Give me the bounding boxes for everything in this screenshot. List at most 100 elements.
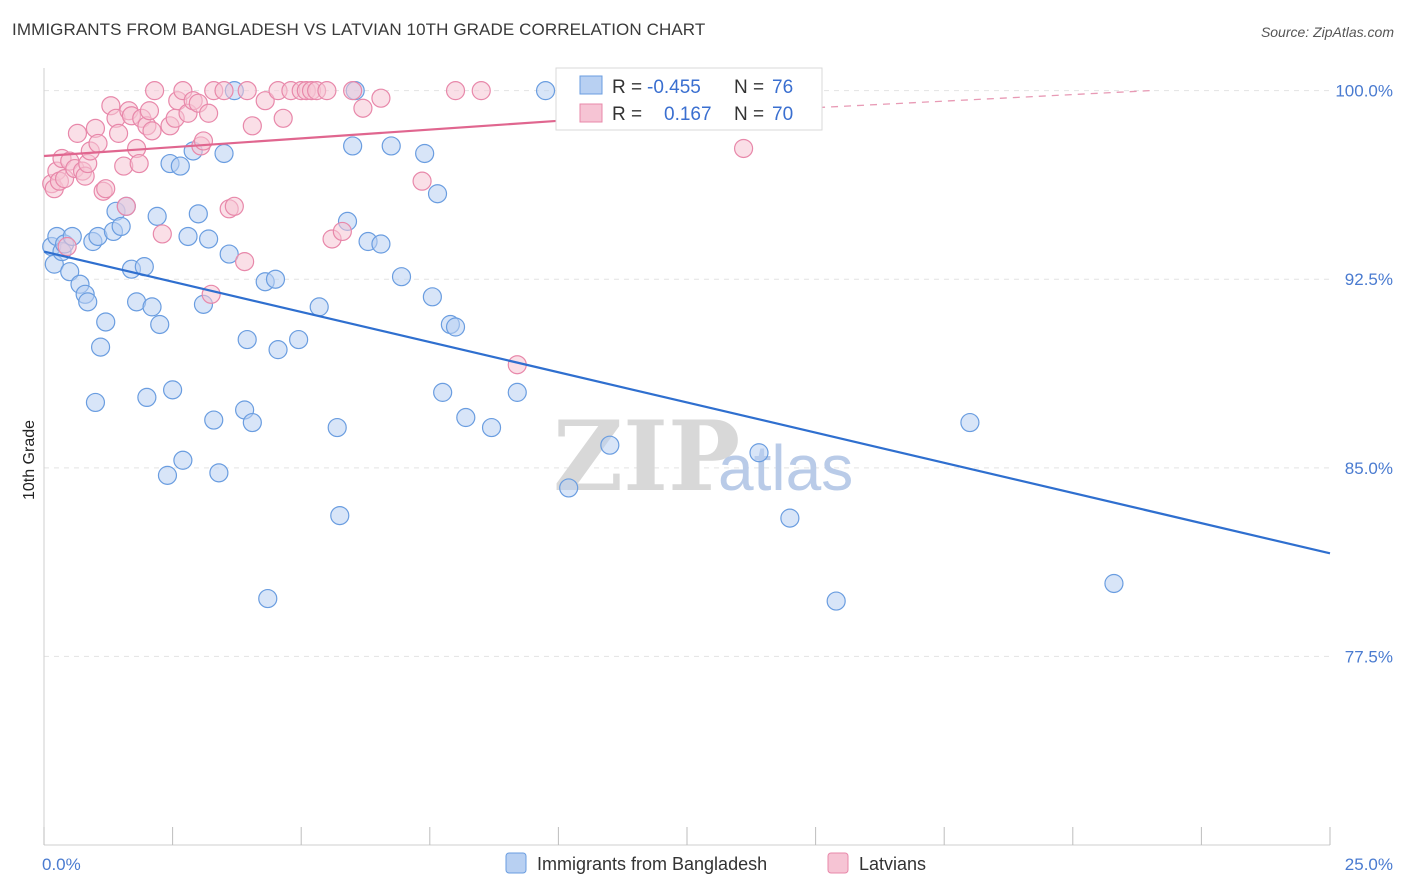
y-tick-label-0: 100.0% (1335, 82, 1393, 101)
point-bangladesh-49 (309, 297, 329, 317)
point-latvians-9 (67, 123, 88, 143)
point-latvians-41 (193, 131, 214, 151)
point-latvians-69 (733, 138, 754, 159)
point-bangladesh-69 (559, 478, 579, 498)
point-bangladesh-43 (242, 412, 262, 433)
point-latvians-26 (129, 153, 149, 174)
legend-swatch-bangladesh (579, 75, 603, 95)
stats-legend: R = -0.455 N = 76 R = 0.167 N = 70 (555, 67, 823, 131)
source-label: Source: ZipAtlas.com (1260, 24, 1394, 40)
axes (43, 68, 1331, 846)
point-bangladesh-57 (381, 136, 401, 156)
point-bangladesh-62 (433, 382, 453, 402)
bottom-legend-swatch-latvians (827, 852, 849, 874)
point-bangladesh-38 (214, 143, 234, 164)
bottom-legend-label-bangladesh: Immigrants from Bangladesh (537, 854, 767, 874)
grid-lines (44, 90, 1330, 657)
point-latvians-62 (343, 81, 363, 101)
point-bangladesh-64 (445, 317, 466, 337)
legend-n-value-latvians: 70 (772, 104, 793, 125)
point-latvians-22 (116, 196, 136, 216)
point-bangladesh-30 (173, 450, 193, 470)
bottom-legend-label-latvians: Latvians (859, 854, 926, 874)
point-bangladesh-56 (371, 234, 391, 254)
point-bangladesh-75 (1104, 573, 1124, 594)
point-bangladesh-24 (147, 206, 167, 226)
x-tick-labels: 0.0% 25.0% (42, 855, 1393, 874)
point-latvians-6 (57, 236, 77, 257)
point-bangladesh-60 (422, 287, 442, 307)
point-latvians-32 (152, 224, 172, 244)
point-latvians-43 (201, 284, 221, 304)
data-points (42, 81, 1124, 611)
point-bangladesh-13 (96, 312, 116, 332)
legend-r-label-2: R = (612, 104, 642, 125)
point-latvians-51 (255, 91, 275, 111)
point-bangladesh-65 (456, 407, 476, 428)
legend-r-label-1: R = (612, 77, 642, 98)
point-bangladesh-53 (343, 136, 363, 156)
point-bangladesh-70 (600, 435, 620, 455)
point-bangladesh-59 (415, 143, 435, 164)
point-bangladesh-45 (258, 588, 278, 609)
legend-n-value-bangladesh: 76 (772, 77, 793, 98)
point-bangladesh-25 (150, 314, 170, 335)
point-latvians-67 (471, 81, 491, 101)
point-bangladesh-26 (157, 465, 178, 485)
point-bangladesh-66 (481, 417, 502, 438)
trend-lines (43, 89, 1331, 555)
point-latvians-66 (445, 81, 466, 101)
legend-swatch-latvians (579, 103, 603, 123)
point-bangladesh-28 (163, 380, 183, 400)
y-tick-labels: 100.0% 92.5% 85.0% 77.5% (1335, 82, 1393, 667)
y-tick-label-2: 85.0% (1345, 459, 1393, 478)
point-latvians-61 (332, 221, 352, 242)
point-bangladesh-29 (170, 156, 190, 176)
point-bangladesh-50 (327, 417, 347, 438)
bottom-legend-swatch-bangladesh (505, 852, 527, 874)
y-axis-label: 10th Grade (21, 420, 38, 500)
x-tick-label-0: 0.0% (42, 855, 81, 874)
point-latvians-30 (142, 121, 162, 141)
point-bangladesh-22 (137, 387, 157, 408)
point-bangladesh-36 (204, 410, 224, 430)
point-bangladesh-58 (391, 267, 412, 287)
watermark-zip: ZIP (553, 400, 740, 513)
point-bangladesh-37 (209, 463, 229, 483)
point-bangladesh-31 (178, 226, 198, 247)
point-bangladesh-5 (60, 262, 80, 282)
point-bangladesh-74 (960, 412, 980, 433)
point-latvians-20 (108, 123, 129, 143)
chart-title: IMMIGRANTS FROM BANGLADESH VS LATVIAN 10… (12, 20, 706, 39)
point-bangladesh-72 (780, 508, 800, 528)
point-bangladesh-46 (265, 269, 286, 289)
point-latvians-50 (242, 116, 262, 136)
point-bangladesh-35 (199, 229, 219, 249)
point-latvians-29 (139, 101, 160, 121)
y-tick-label-1: 92.5% (1345, 270, 1393, 289)
y-tick-label-3: 77.5% (1345, 647, 1393, 666)
point-bangladesh-33 (188, 204, 208, 224)
series-legend: Immigrants from Bangladesh Latvians (505, 852, 926, 874)
point-latvians-15 (88, 133, 108, 154)
point-bangladesh-16 (111, 216, 131, 237)
legend-n-label-1: N = (734, 77, 764, 98)
point-latvians-65 (412, 171, 432, 191)
point-bangladesh-9 (78, 292, 98, 312)
point-bangladesh-39 (219, 244, 239, 264)
point-latvians-45 (214, 81, 234, 101)
point-bangladesh-12 (90, 337, 111, 357)
legend-r-value-bangladesh: -0.455 (647, 77, 701, 98)
legend-r-value-latvians: 0.167 (664, 104, 712, 125)
point-latvians-59 (317, 81, 337, 101)
point-latvians-49 (237, 81, 257, 101)
point-bangladesh-18 (85, 392, 106, 413)
point-latvians-53 (273, 108, 293, 128)
trend-line-bangladesh (43, 250, 1331, 555)
legend-n-label-2: N = (734, 104, 764, 125)
trend-line-latvians (43, 119, 559, 158)
watermark: ZIP atlas (553, 400, 853, 513)
point-latvians-42 (199, 103, 219, 123)
point-latvians-48 (235, 252, 255, 272)
point-bangladesh-73 (826, 591, 846, 611)
